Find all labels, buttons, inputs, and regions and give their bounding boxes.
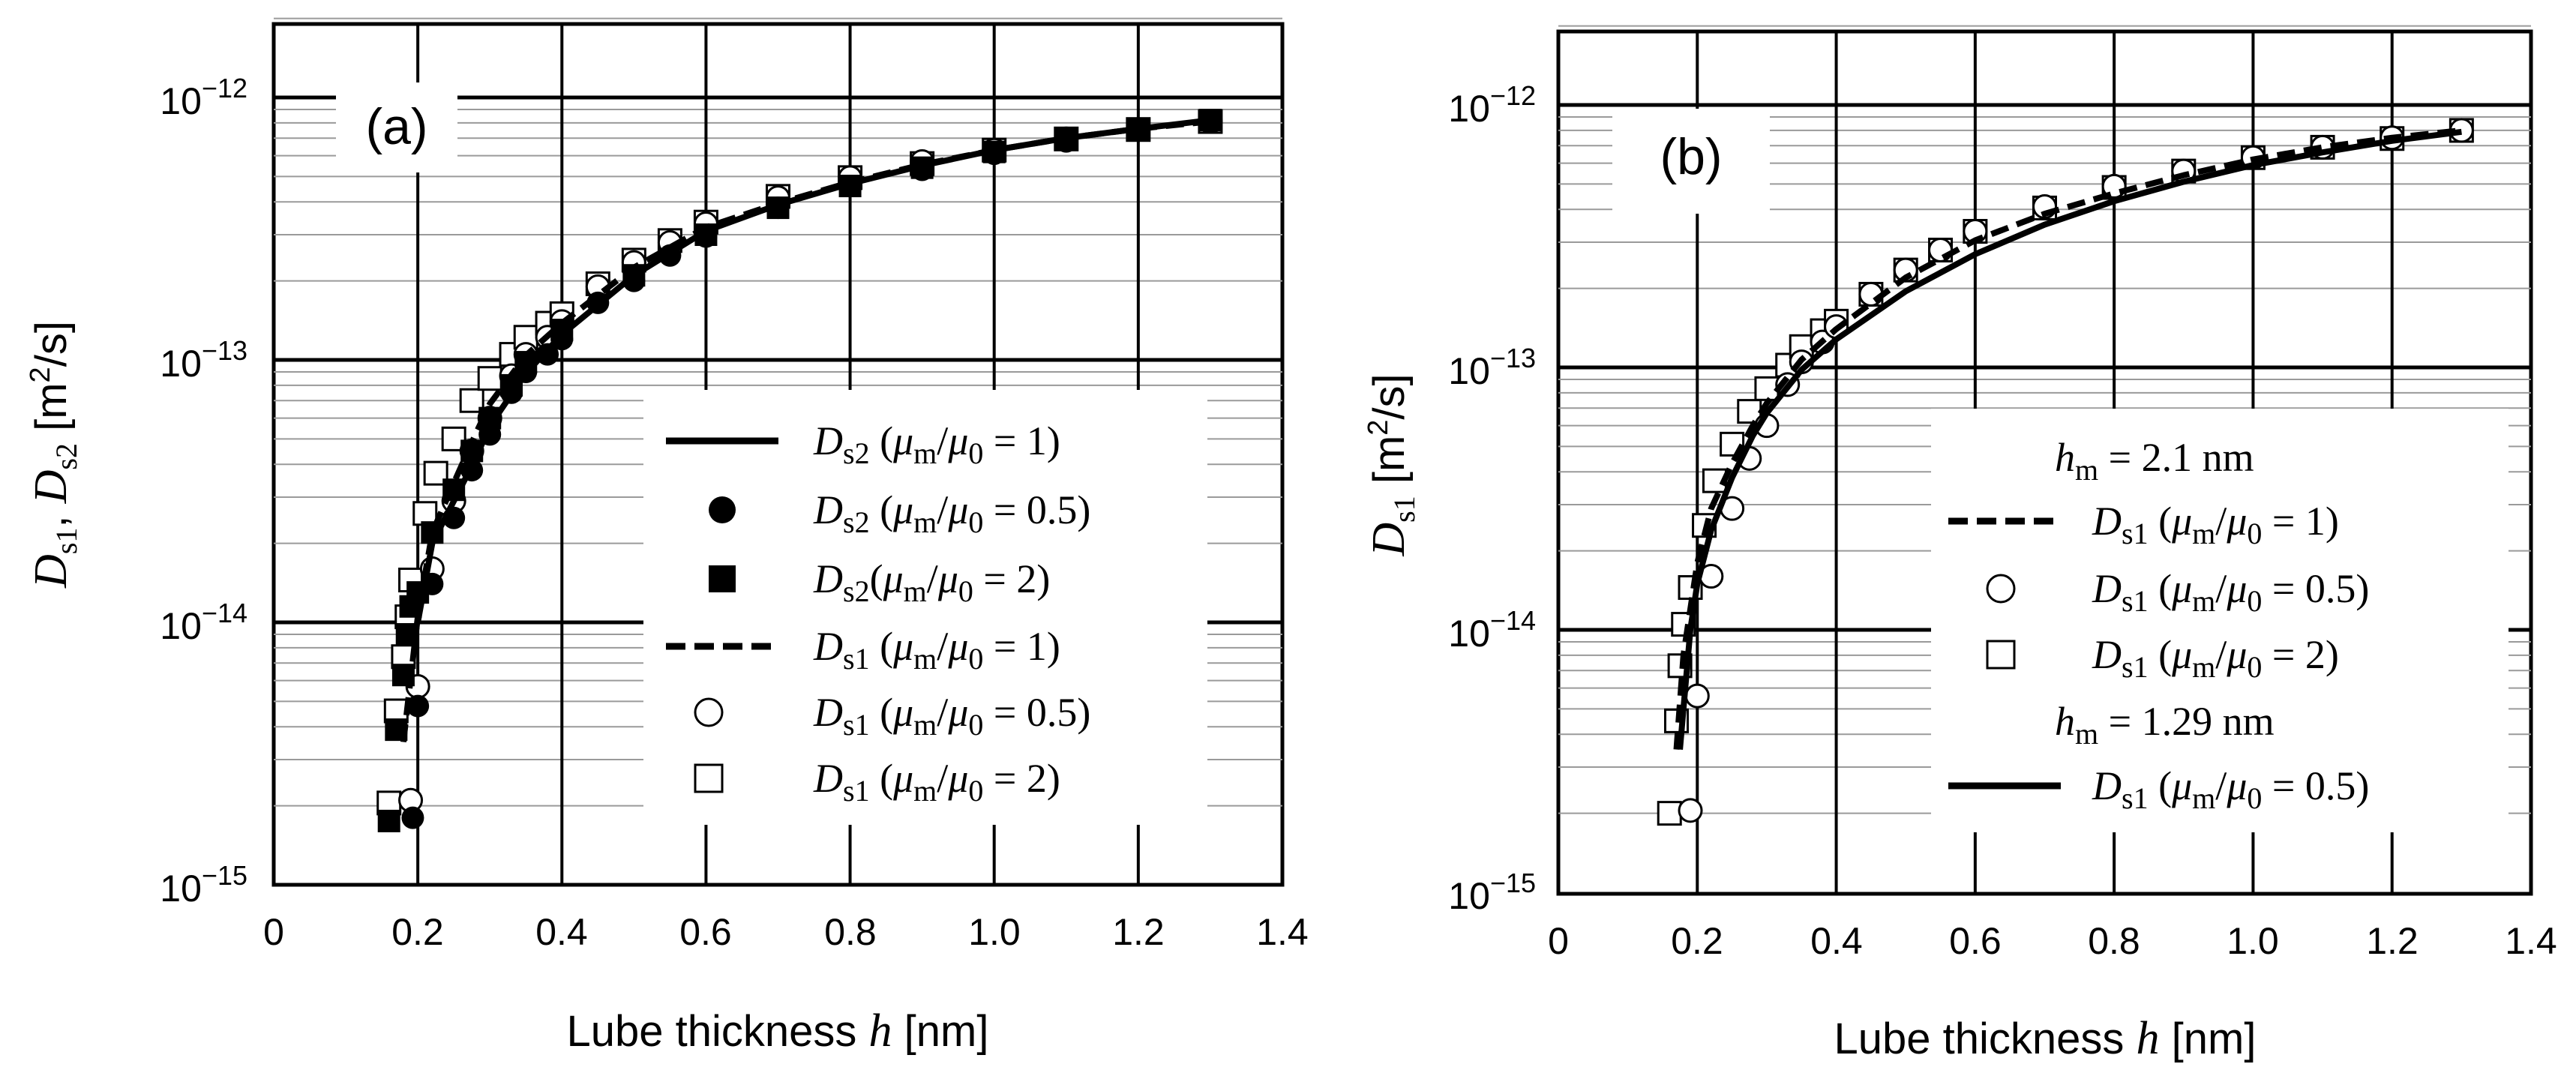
x-axis-title-b: Lube thickness h [nm] [1834, 1013, 2257, 1064]
y-axis-title-b: Ds1 [m2/s] [1363, 373, 1421, 556]
legend-b-header-2: hm = 1.29 nm [2055, 699, 2275, 751]
legend-b-header-1: hm = 2.1 nm [2055, 435, 2254, 487]
x-tick-label: 0.4 [1810, 920, 1863, 962]
panel-label-bg-b [1612, 109, 1770, 214]
x-tick-label: 0 [1548, 920, 1569, 962]
x-tick-label: 0.8 [2088, 920, 2140, 962]
legend-b-label-4: Ds1 (μm/μ0 = 0.5) [2092, 763, 2369, 815]
legend-box-b [1931, 409, 2509, 832]
x-tick-label: 0.2 [391, 911, 444, 953]
data-point-open-square [1754, 376, 1780, 401]
series-line-dashed-b [1673, 127, 2462, 750]
panel-label-a: (a) [365, 98, 427, 155]
legend-a: Ds2 (μm/μ0 = 1) Ds2 (μm/μ0 = 0.5) Ds2(μm… [643, 390, 1207, 825]
data-point-open-circle [1678, 798, 1703, 823]
plot-frame-a [271, 22, 1285, 887]
panel-label-bg-a [336, 82, 457, 172]
legend-b-label-1: Ds1 (μm/μ0 = 1) [2092, 499, 2339, 550]
legend-a-swatch-open-square [694, 763, 724, 793]
series-line-solid-a [415, 117, 1211, 623]
panel-label-b: (b) [1660, 128, 1722, 185]
x-axis-title-a: Lube thickness h [nm] [567, 1006, 989, 1057]
data-point-filled-circle [406, 694, 430, 718]
series-line-solid-b [1677, 128, 2462, 750]
x-tick-labels-b: 0 0.2 0.4 0.6 0.8 1.0 1.2 1.4 [1548, 920, 2557, 962]
legend-a-label-2: Ds2 (μm/μ0 = 0.5) [813, 487, 1090, 539]
legend-b: hm = 2.1 nm Ds1 (μm/μ0 = 1) Ds1 (μm/μ0 =… [1931, 409, 2509, 832]
legend-a-swatch-filled-square [709, 565, 736, 592]
chart-panel-b: 10−12 10−13 10−14 10−15 0 0.2 0.4 0.6 0.… [1363, 25, 2557, 1064]
legend-b-label-3: Ds1 (μm/μ0 = 2) [2092, 632, 2339, 684]
data-point-open-square [412, 501, 438, 526]
x-tick-labels-a: 0 0.2 0.4 0.6 0.8 1.0 1.2 1.4 [263, 911, 1309, 953]
plot-frame-b [1556, 29, 2533, 896]
x-tick-label: 1.0 [2227, 920, 2279, 962]
x-tick-label: 1.4 [2505, 920, 2557, 962]
legend-a-swatch-filled-circle [709, 496, 736, 523]
chart-panel-a: 10−12 10−13 10−14 10−15 0 0.2 0.4 0.6 0.… [25, 17, 1309, 1057]
x-tick-label: 0.8 [824, 911, 877, 953]
x-tick-label: 0.6 [679, 911, 732, 953]
x-tick-label: 0.4 [535, 911, 588, 953]
data-point-open-square [1657, 801, 1682, 826]
legend-box-a [643, 390, 1207, 825]
x-tick-label: 0 [263, 911, 284, 953]
x-tick-label: 0.2 [1671, 920, 1723, 962]
x-tick-label: 1.4 [1256, 911, 1309, 953]
data-point-filled-square [377, 809, 400, 832]
x-tick-label: 0.6 [1949, 920, 2002, 962]
legend-a-label-4: Ds1 (μm/μ0 = 1) [813, 624, 1060, 676]
series-a [376, 109, 1223, 832]
legend-a-label-6: Ds1 (μm/μ0 = 2) [813, 756, 1060, 808]
y-tick-label-a-1e-13: 10−13 [160, 335, 247, 385]
x-tick-label: 1.2 [1112, 911, 1165, 953]
legend-a-label-5: Ds1 (μm/μ0 = 0.5) [813, 690, 1090, 742]
data-point-open-square [477, 366, 502, 391]
x-tick-label: 1.0 [968, 911, 1021, 953]
legend-a-label-1: Ds2 (μm/μ0 = 1) [813, 418, 1060, 470]
x-tick-label: 1.2 [2366, 920, 2419, 962]
data-point-open-square [423, 460, 448, 486]
y-axis-title-a: Ds1, Ds2 [m2/s] [25, 321, 83, 589]
series-b [1657, 118, 2474, 826]
legend-b-swatch-open-circle [1986, 574, 2016, 604]
legend-a-label-3: Ds2(μm/μ0 = 2) [813, 556, 1050, 608]
data-point-filled-circle [401, 806, 424, 829]
legend-b-label-2: Ds1 (μm/μ0 = 0.5) [2092, 566, 2369, 618]
legend-b-swatch-open-square [1986, 640, 2016, 670]
legend-a-swatch-open-circle [694, 697, 724, 727]
data-point-open-circle [1684, 683, 1710, 709]
